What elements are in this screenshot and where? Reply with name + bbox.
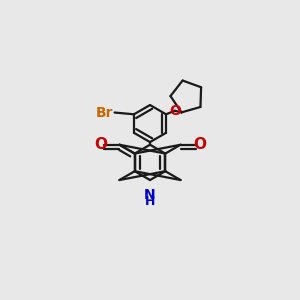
Text: H: H: [145, 195, 155, 208]
Text: Br: Br: [95, 106, 113, 119]
Text: O: O: [193, 137, 206, 152]
Text: O: O: [169, 104, 181, 118]
Text: O: O: [94, 137, 107, 152]
Text: N: N: [144, 188, 156, 202]
